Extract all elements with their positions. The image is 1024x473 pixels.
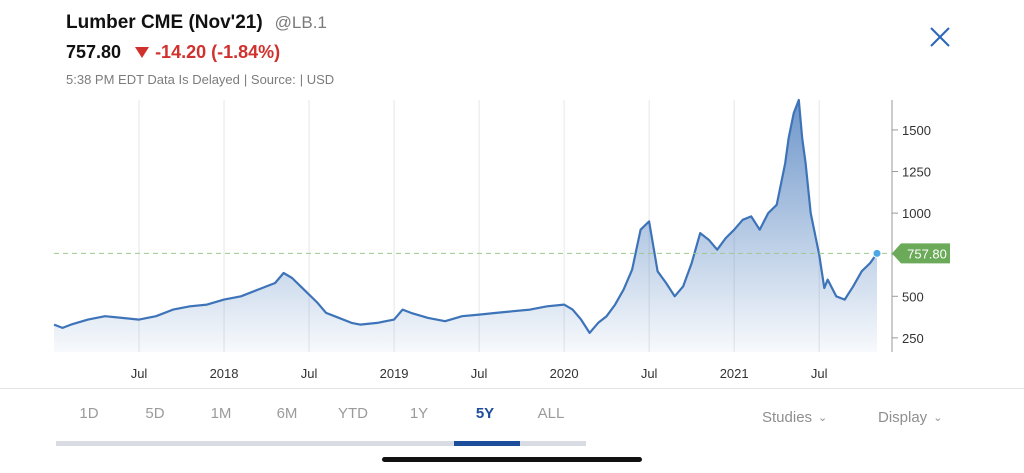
x-tick-label: 2019	[380, 366, 409, 381]
last-price-tag	[892, 243, 950, 264]
range-5d[interactable]: 5D	[145, 405, 165, 422]
last-price-tag-label: 757.80	[907, 246, 947, 261]
y-tick-label: 1000	[902, 206, 931, 221]
range-1m[interactable]: 1M	[210, 405, 232, 422]
x-tick-label: 2021	[720, 366, 749, 381]
range-ytd[interactable]: YTD	[338, 405, 368, 422]
active-range-indicator	[454, 441, 520, 446]
x-tick-label: 2018	[210, 366, 239, 381]
range-5y[interactable]: 5Y	[475, 405, 495, 422]
price-chart[interactable]: Jul2018Jul2019Jul2020Jul2021Jul250500750…	[0, 0, 1024, 388]
close-x-icon[interactable]	[928, 25, 952, 49]
range-all[interactable]: ALL	[537, 405, 565, 422]
range-track	[56, 441, 586, 446]
y-tick-label: 1500	[902, 123, 931, 138]
price-row: 757.80 -14.20 (-1.84%)	[66, 42, 280, 63]
display-menu-button[interactable]: Display ⌄	[878, 409, 942, 426]
down-arrow-icon	[135, 47, 150, 58]
range-1y[interactable]: 1Y	[409, 405, 429, 422]
range-1d[interactable]: 1D	[79, 405, 99, 422]
price-area	[54, 100, 877, 352]
x-tick-label: Jul	[641, 366, 658, 381]
instrument-title: Lumber CME (Nov'21)	[66, 12, 263, 33]
price-line	[53, 98, 878, 334]
quote-meta: 5:38 PM EDT Data Is Delayed | Source: | …	[66, 72, 334, 87]
y-tick-label: 250	[902, 331, 924, 346]
last-price: 757.80	[66, 42, 122, 62]
y-tick-label: 1250	[902, 165, 931, 180]
range-selector: 1D 5D 1M 6M YTD 1Y 5Y ALL	[56, 405, 586, 422]
divider	[0, 388, 1024, 389]
y-tick-label: 500	[902, 289, 924, 304]
range-6m[interactable]: 6M	[276, 405, 298, 422]
quote-title-row: Lumber CME (Nov'21) @LB.1	[66, 12, 327, 34]
home-indicator	[382, 457, 642, 462]
delay-status: 5:38 PM EDT Data Is Delayed	[66, 72, 240, 87]
price-change: -14.20 (-1.84%)	[155, 42, 281, 62]
chevron-down-icon: ⌄	[818, 412, 828, 424]
x-tick-label: Jul	[471, 366, 488, 381]
x-tick-label: Jul	[131, 366, 148, 381]
x-tick-label: 2020	[550, 366, 579, 381]
currency-label: | USD	[299, 72, 335, 87]
last-price-point	[872, 248, 882, 258]
instrument-symbol: @LB.1	[274, 13, 327, 32]
chevron-down-icon: ⌄	[933, 412, 943, 424]
x-tick-label: Jul	[811, 366, 828, 381]
display-label: Display	[878, 409, 928, 426]
studies-menu-button[interactable]: Studies ⌄	[762, 409, 827, 426]
studies-label: Studies	[762, 409, 813, 426]
source-label: | Source:	[243, 72, 296, 87]
x-tick-label: Jul	[301, 366, 318, 381]
